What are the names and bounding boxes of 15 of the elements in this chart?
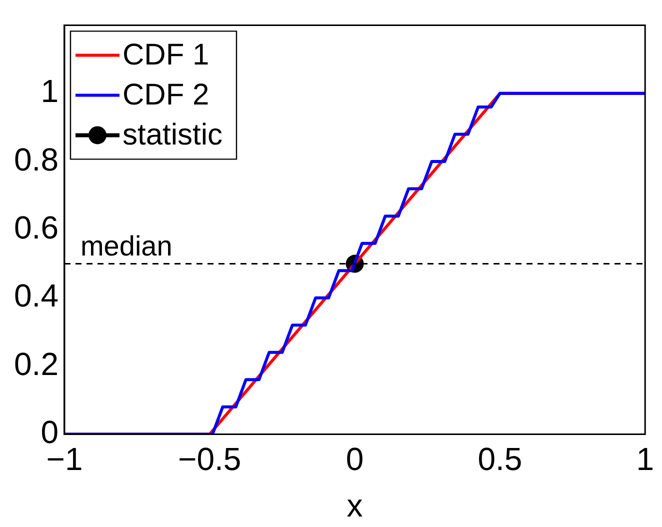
x-tick-label: 0.5 — [478, 441, 522, 478]
x-axis-title: x — [346, 488, 363, 524]
y-tick-label: 0.6 — [14, 210, 58, 246]
y-tick-label: 0.4 — [14, 278, 58, 314]
x-tick-label: −0.5 — [178, 441, 242, 478]
y-tick-label: 0.8 — [14, 141, 58, 178]
legend-label: statistic — [122, 118, 223, 152]
legend-label: CDF 1 — [122, 38, 210, 72]
x-tick-label: 1 — [636, 441, 654, 478]
ref-line-label: median — [80, 230, 172, 262]
y-tick-label: 1 — [40, 73, 58, 110]
x-tick-label: 0 — [346, 441, 364, 478]
legend-label: CDF 2 — [122, 78, 210, 112]
y-tick-label: 0 — [40, 414, 58, 450]
y-tick-label: 0.2 — [14, 346, 58, 382]
